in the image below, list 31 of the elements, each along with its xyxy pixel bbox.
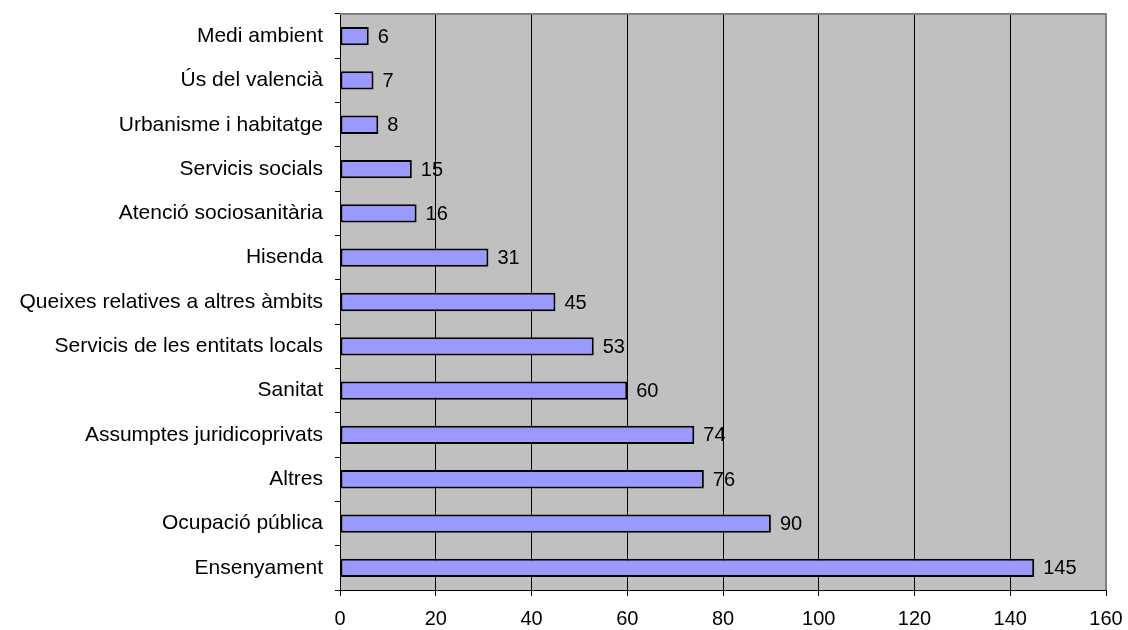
y-tick-label: Servicis socials xyxy=(179,155,323,179)
data-label: 8 xyxy=(387,113,399,136)
x-tick-label: 0 xyxy=(334,606,346,629)
y-tick-label: Urbanisme i habitatge xyxy=(118,111,323,135)
y-tick-label: Atenció sociosanitària xyxy=(118,200,324,224)
data-label: 145 xyxy=(1043,556,1077,579)
y-tick-label: Assumptes juridicoprivats xyxy=(84,421,323,445)
x-tick-label: 80 xyxy=(711,606,735,629)
y-tick-label: Medi ambient xyxy=(196,22,324,46)
data-label: 53 xyxy=(602,334,625,357)
y-tick-label: Servicis de les entitats locals xyxy=(54,333,323,357)
data-label: 60 xyxy=(636,379,659,402)
data-label: 90 xyxy=(779,512,803,535)
y-tick-label: Ús del valencià xyxy=(180,67,324,91)
x-tick-label: 120 xyxy=(897,606,932,629)
y-tick-label: Sanitat xyxy=(257,377,324,401)
x-tick-label: 100 xyxy=(802,606,836,629)
x-tick-label: 60 xyxy=(616,606,639,629)
x-tick-label: 140 xyxy=(993,606,1027,629)
data-label: 6 xyxy=(377,24,389,47)
data-label: 31 xyxy=(497,246,520,269)
y-tick-label: Queixes relatives a altres àmbits xyxy=(19,288,323,312)
x-tick-label: 20 xyxy=(424,606,447,629)
y-tick-label: Ocupació pública xyxy=(161,510,324,534)
y-tick-label: Altres xyxy=(269,466,323,490)
data-label: 7 xyxy=(382,68,394,91)
x-tick-label: 160 xyxy=(1089,606,1123,629)
y-tick-label: Ensenyament xyxy=(194,554,324,578)
data-label: 45 xyxy=(564,290,587,313)
x-tick-label: 40 xyxy=(520,606,543,629)
y-tick-label: Hisenda xyxy=(245,244,324,268)
